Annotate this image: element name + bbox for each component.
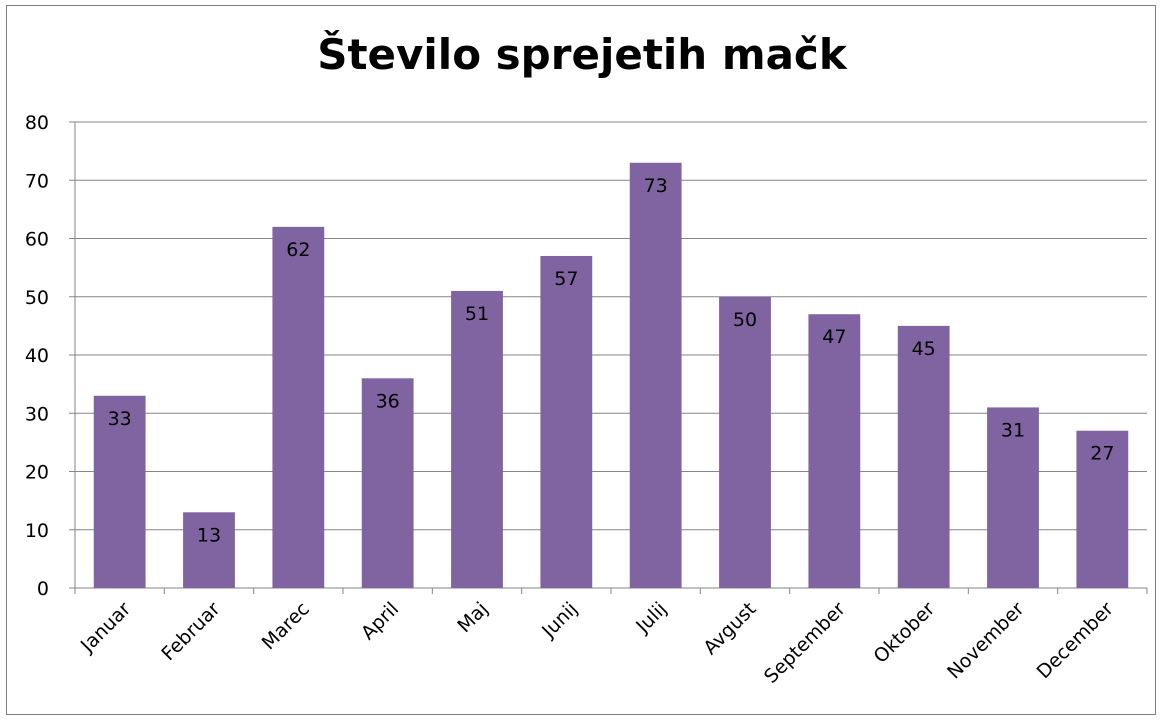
data-label: 33: [108, 408, 132, 430]
data-label: 36: [376, 390, 400, 412]
y-tick-label: 60: [25, 229, 49, 251]
data-label: 51: [465, 303, 489, 325]
bar-oktober: [898, 326, 950, 588]
x-tick-label: Oktober: [869, 598, 939, 668]
y-tick-label: 40: [25, 345, 49, 367]
y-tick-label: 0: [37, 578, 49, 600]
data-label: 62: [286, 239, 310, 261]
data-label: 73: [644, 175, 668, 197]
y-tick-label: 20: [25, 462, 49, 484]
y-tick-label: 10: [25, 520, 49, 542]
y-tick-label: 80: [25, 112, 49, 134]
bar-maj: [451, 291, 503, 588]
data-label: 13: [197, 524, 221, 546]
x-tick-label: Maj: [453, 598, 492, 637]
data-labels: 33 13 62 36 51 57 73 50 47 45 31 27: [108, 175, 1115, 547]
x-axis: Januar Februar Marec April Maj Junij Julij Avgu…: [75, 588, 1147, 688]
data-label: 50: [733, 309, 757, 331]
bar-julij: [630, 163, 682, 588]
x-tick-label: Julij: [631, 598, 671, 638]
x-tick-label: Februar: [157, 598, 224, 665]
x-tick-label: Januar: [76, 598, 135, 657]
x-tick-label: Marec: [258, 598, 314, 654]
bar-avgust: [719, 297, 771, 588]
y-tick-label: 30: [25, 403, 49, 425]
x-tick-label: April: [357, 598, 403, 644]
bar-marec: [272, 227, 324, 588]
data-label: 47: [822, 326, 846, 348]
data-label: 27: [1090, 443, 1114, 465]
y-axis: 0 10 20 30 40 50 60 70 80: [25, 112, 75, 600]
data-label: 57: [554, 268, 578, 290]
x-tick-label: December: [1033, 598, 1118, 683]
bar-september: [808, 314, 860, 588]
x-tick-label: Avgust: [699, 598, 760, 659]
y-tick-label: 70: [25, 170, 49, 192]
y-tick-label: 50: [25, 287, 49, 309]
bar-junij: [540, 256, 592, 588]
x-tick-label: November: [943, 598, 1029, 684]
x-tick-label: September: [760, 598, 850, 688]
bars: [94, 163, 1128, 588]
data-label: 31: [1001, 419, 1025, 441]
x-tick-label: Junij: [537, 598, 582, 643]
data-label: 45: [912, 338, 936, 360]
